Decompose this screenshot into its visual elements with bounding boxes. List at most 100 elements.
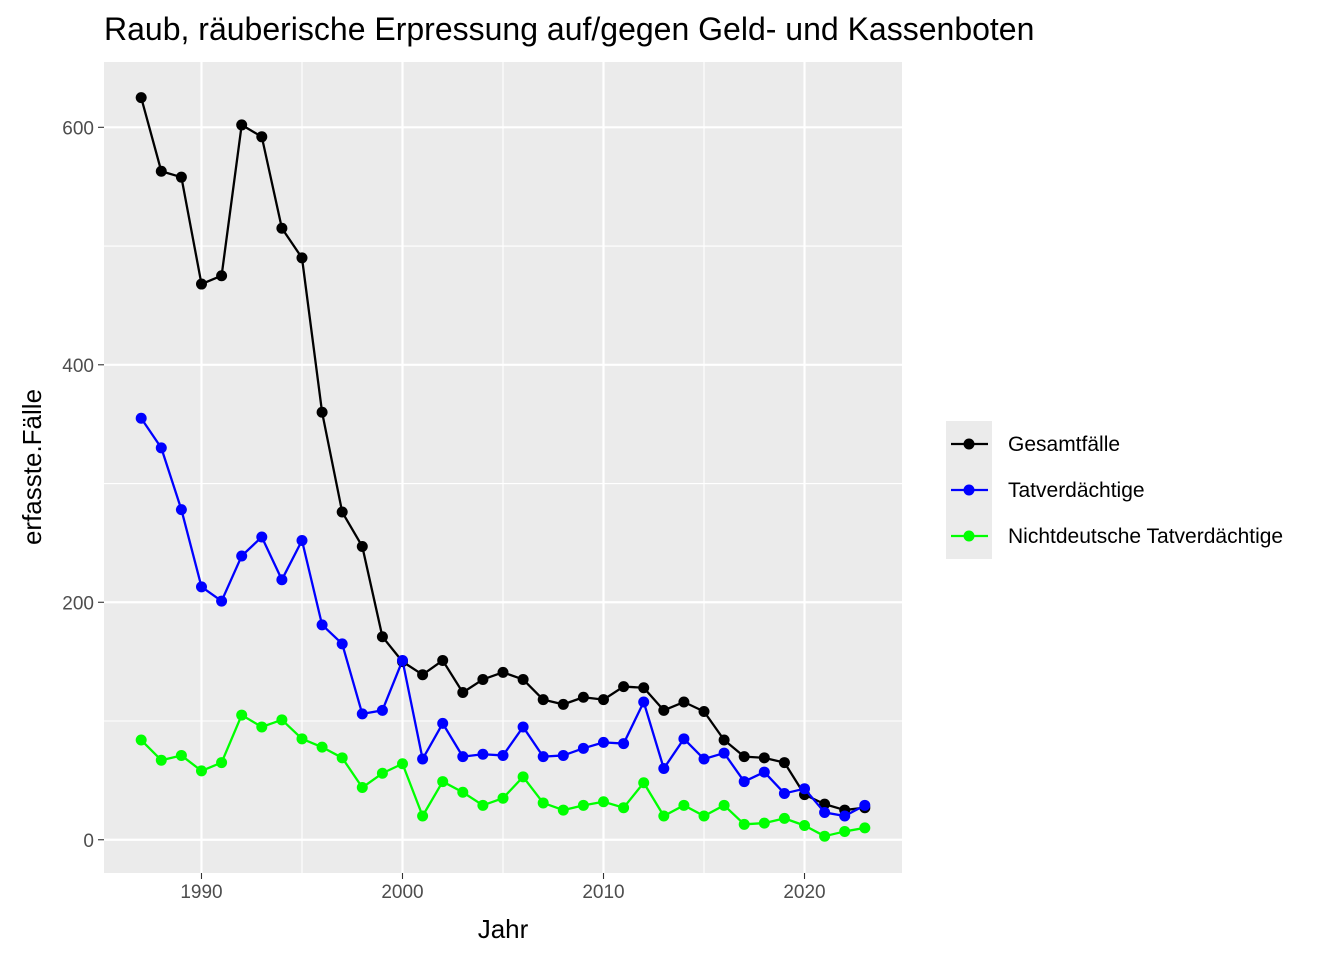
y-tick-label: 200 — [62, 593, 94, 614]
data-point — [336, 752, 348, 764]
data-point — [598, 694, 609, 706]
data-point — [598, 736, 609, 748]
data-point — [236, 119, 248, 131]
major-gridlines — [104, 62, 902, 873]
data-point — [557, 698, 569, 710]
data-point — [678, 733, 690, 745]
data-point — [135, 412, 147, 424]
data-point — [638, 696, 650, 708]
y-tick-label: 0 — [83, 831, 94, 852]
data-point — [497, 749, 509, 761]
data-point — [175, 504, 187, 516]
data-point — [216, 595, 228, 607]
data-point — [256, 531, 268, 543]
data-point — [819, 806, 831, 818]
data-point — [296, 535, 308, 547]
data-point — [839, 825, 851, 837]
data-point — [296, 252, 308, 264]
data-point — [618, 738, 630, 750]
data-point — [477, 748, 489, 760]
data-point — [678, 696, 690, 708]
data-point — [356, 708, 368, 720]
data-point — [417, 753, 429, 765]
legend: Gesamtfälle Tatverdächtige Nichtdeutsche T… — [951, 433, 1283, 548]
data-point — [216, 270, 228, 282]
data-point — [135, 734, 147, 746]
data-point — [577, 742, 589, 754]
data-point — [316, 406, 328, 418]
data-point — [356, 540, 368, 552]
data-point — [557, 749, 569, 761]
data-point — [799, 783, 811, 795]
data-point — [819, 830, 831, 842]
data-point — [497, 792, 509, 804]
data-point — [437, 654, 449, 666]
data-point — [658, 810, 670, 822]
y-axis-title: erfasste.Fälle — [17, 389, 47, 545]
data-point — [758, 752, 770, 764]
data-point — [537, 797, 549, 809]
data-point — [517, 673, 529, 685]
data-point — [457, 786, 469, 798]
data-point — [316, 741, 328, 753]
data-point — [517, 771, 529, 783]
x-tick-label: 1990 — [180, 882, 222, 903]
minor-gridlines — [104, 62, 902, 873]
axes-layer: 1990 2000 2010 2020 0 200 400 600 — [62, 118, 825, 903]
data-point — [135, 92, 147, 104]
data-point — [477, 799, 489, 811]
data-point — [437, 776, 449, 788]
legend-label: Gesamtfälle — [1008, 433, 1120, 456]
x-tick-label: 2020 — [783, 882, 825, 903]
data-point — [256, 131, 268, 143]
data-point — [738, 776, 750, 788]
data-point — [155, 754, 167, 766]
data-point — [718, 799, 730, 811]
data-point — [738, 751, 750, 763]
data-point — [276, 574, 288, 586]
x-tick-label: 2010 — [582, 882, 624, 903]
data-point — [557, 804, 569, 816]
series-layer — [135, 92, 871, 842]
data-point — [839, 810, 851, 822]
data-point — [577, 799, 589, 811]
data-point — [778, 787, 790, 799]
data-point — [497, 666, 509, 678]
legend-key-point — [963, 438, 975, 450]
data-point — [175, 749, 187, 761]
data-point — [658, 704, 670, 716]
data-point — [236, 709, 248, 721]
data-point — [618, 681, 630, 693]
data-point — [236, 550, 248, 562]
data-point — [537, 751, 549, 763]
legend-label: Tatverdächtige — [1008, 479, 1145, 502]
data-point — [758, 817, 770, 829]
data-point — [799, 820, 811, 831]
data-point — [758, 766, 770, 778]
data-point — [658, 763, 670, 775]
data-point — [738, 818, 750, 830]
data-point — [417, 810, 429, 822]
data-point — [437, 717, 449, 729]
data-point — [376, 704, 388, 716]
data-point — [457, 687, 469, 699]
data-point — [175, 171, 187, 183]
data-point — [336, 638, 348, 650]
data-point — [316, 619, 328, 631]
data-point — [216, 757, 228, 769]
data-point — [296, 733, 308, 745]
data-point — [618, 802, 630, 814]
data-point — [859, 799, 871, 811]
data-point — [698, 753, 710, 765]
data-point — [457, 751, 469, 763]
data-point — [819, 798, 831, 810]
data-point — [638, 682, 650, 694]
data-point — [537, 694, 549, 706]
data-point — [376, 631, 388, 643]
chart-title: Raub, räuberische Erpressung auf/gegen G… — [104, 11, 1034, 47]
data-point — [256, 721, 268, 733]
data-point — [417, 669, 429, 681]
data-point — [356, 782, 368, 794]
data-point — [598, 796, 609, 808]
